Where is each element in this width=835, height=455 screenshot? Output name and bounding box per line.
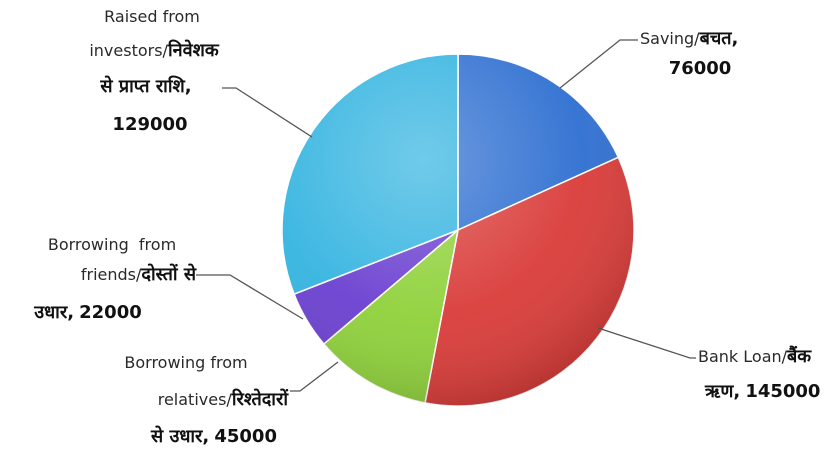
data-label-saving: 76000	[669, 58, 732, 79]
label-investors-line1: Raised from	[104, 7, 200, 26]
label-relatives-en: relatives/	[158, 390, 233, 409]
label-relatives-hi-2: से उधार,	[150, 425, 209, 447]
data-label-friends: 22000	[79, 302, 142, 323]
label-bank-loan: Bank Loan/बैंक ऋण, 145000	[698, 345, 820, 402]
leader-line-friends	[196, 274, 304, 320]
label-friends-hi-2: उधार,	[33, 302, 74, 323]
svg-text:friends/दोस्तों से: friends/दोस्तों से	[81, 263, 197, 285]
label-bank-loan-hi-2: ऋण,	[704, 381, 740, 402]
label-bank-loan-en: Bank Loan/	[698, 347, 788, 366]
svg-text:उधार, 22000: उधार, 22000	[33, 302, 142, 323]
label-investors-hi-2: से प्राप्त राशि,	[99, 75, 191, 97]
label-friends-hi: दोस्तों से	[140, 263, 196, 285]
label-relatives-line1: Borrowing from	[124, 353, 247, 372]
label-bank-loan-hi: बैंक	[786, 345, 812, 367]
label-friends: Borrowing from friends/दोस्तों से उधार, …	[33, 235, 197, 323]
label-saving-hi: बचत,	[699, 28, 739, 49]
label-investors-hi: निवेशक	[167, 39, 220, 61]
label-saving-en: Saving/	[640, 29, 700, 48]
data-label-bank-loan: 145000	[745, 381, 820, 402]
svg-text:से उधार, 45000: से उधार, 45000	[150, 425, 277, 447]
svg-text:relatives/रिश्तेदारों: relatives/रिश्तेदारों	[158, 388, 290, 410]
svg-text:Saving/बचत,: Saving/बचत,	[640, 28, 738, 49]
label-relatives-hi: रिश्तेदारों	[231, 388, 290, 410]
svg-text:investors/निवेशक: investors/निवेशक	[89, 39, 220, 61]
leader-lines	[196, 39, 696, 392]
pie-slices	[281, 53, 635, 407]
data-label-relatives: 45000	[214, 426, 277, 447]
label-investors-en: investors/	[89, 41, 168, 60]
leader-line-saving	[559, 39, 638, 89]
label-saving: Saving/बचत, 76000	[640, 28, 738, 79]
leader-line-investors	[222, 87, 313, 138]
svg-text:Bank Loan/बैंक: Bank Loan/बैंक	[698, 345, 812, 367]
label-friends-en: friends/	[81, 265, 142, 284]
label-investors: Raised from investors/निवेशक से प्राप्त …	[89, 7, 220, 135]
leader-line-bank-loan	[597, 327, 696, 359]
leader-line-relatives	[290, 361, 339, 392]
svg-text:ऋण, 145000: ऋण, 145000	[704, 381, 820, 402]
data-label-investors: 129000	[112, 114, 187, 135]
label-friends-line1: Borrowing from	[48, 235, 176, 254]
label-relatives: Borrowing from relatives/रिश्तेदारों से …	[124, 353, 289, 447]
